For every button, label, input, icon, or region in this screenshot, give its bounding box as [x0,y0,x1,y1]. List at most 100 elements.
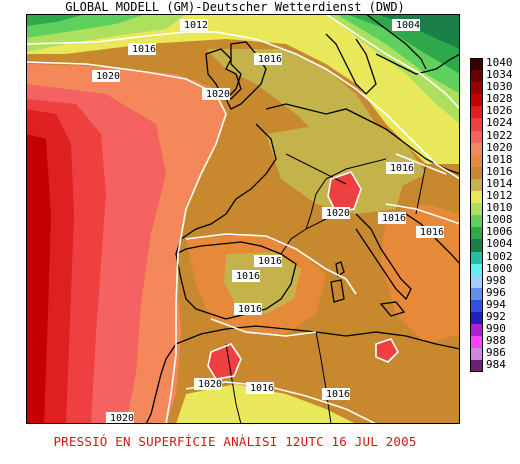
svg-text:1020: 1020 [110,413,134,424]
legend-item: 1026 [470,105,518,119]
svg-text:1016: 1016 [420,227,444,238]
legend-swatch [470,70,483,83]
legend-item: 1004 [470,237,518,252]
legend-item: 1010 [470,201,518,216]
pressure-field-1006 [26,14,86,26]
legend-swatch [470,203,483,216]
legend-label: 1018 [486,152,513,166]
legend-item: 1006 [470,225,518,240]
legend-label: 996 [486,285,506,299]
legend-label: 1010 [486,201,513,215]
legend-item: 1030 [470,81,518,95]
legend-label: 998 [486,273,506,287]
pressure-field-east-1018 [381,204,460,344]
legend-item: 988 [470,335,518,349]
legend-label: 1024 [486,116,513,130]
legend-item: 1008 [470,213,518,228]
legend-item: 1040 [470,56,518,71]
isobar-label: 1016 [416,226,444,238]
svg-text:1016: 1016 [238,304,262,315]
legend-item: 990 [470,322,518,337]
legend-label: 1014 [486,176,513,190]
legend-item: 998 [470,273,518,288]
pressure-field-1012 [26,14,460,164]
legend-item: 1020 [470,140,518,155]
legend-item: 996 [470,285,518,300]
isobar-label: 1004 [392,19,420,31]
legend-swatch [470,178,483,192]
legend-label: 1002 [486,249,513,263]
legend-label: 1000 [486,261,513,275]
svg-text:1020: 1020 [206,89,230,100]
pressure-field-1004-ne [376,14,460,49]
legend-label: 1008 [486,213,513,227]
legend-swatch [470,336,483,349]
map-caption: PRESSIÓ EN SUPERFÍCIE ANÀLISI 12UTC 16 J… [53,434,417,449]
legend-label: 1020 [486,140,513,154]
isobar-label: 1012 [180,19,208,31]
legend-swatch [470,311,483,325]
svg-text:1020: 1020 [96,71,120,82]
legend-item: 1034 [470,69,518,83]
legend-item: 1016 [470,164,518,179]
legend-label: 1040 [486,56,513,69]
legend-swatch [470,275,483,288]
svg-text:1016: 1016 [250,383,274,394]
legend-item: 1014 [470,176,518,192]
legend-swatch [470,82,483,95]
legend-swatch [470,299,483,312]
legend-label: 992 [486,309,506,323]
legend-item: 986 [470,347,518,361]
legend-swatch [470,227,483,240]
legend-label: 1016 [486,164,513,178]
isobar-label: 1016 [128,43,156,55]
svg-text:1020: 1020 [198,379,222,390]
legend-item: 1022 [470,129,518,143]
legend-swatch [470,154,483,167]
isobar-label: 1016 [234,303,262,315]
legend-item: 1002 [470,249,518,264]
legend-item: 984 [470,358,518,373]
legend-item: 994 [470,298,518,312]
pressure-field-central-1014 [266,124,406,214]
legend-swatch [470,191,483,204]
legend-swatch [470,263,483,276]
legend-swatch [470,324,483,337]
pressure-legend: 1040 1034 1030 1028 1026 1024 1022 1020 1018 1016… [470,56,518,373]
legend-label: 1012 [486,189,513,203]
legend-item: 1028 [470,92,518,107]
isobar-label: 1020 [194,378,222,390]
legend-label: 984 [486,358,506,372]
legend-item: 1018 [470,152,518,167]
isobar-label: 1016 [254,255,282,267]
legend-label: 990 [486,322,506,336]
isobar-label: 1020 [322,207,350,219]
map-title: GLOBAL MODELL (GM)-Deutscher Wetterdiens… [65,0,405,14]
pressure-field-africa-1018 [376,339,398,362]
svg-text:1004: 1004 [396,20,420,31]
pressure-field-africa-1020 [208,344,241,379]
legend-swatch [470,360,483,373]
legend-label: 1004 [486,237,513,251]
legend-swatch [470,58,483,71]
legend-label: 1006 [486,225,513,239]
svg-text:1016: 1016 [236,271,260,282]
svg-text:1016: 1016 [390,163,414,174]
pressure-field-1028 [26,134,51,424]
legend-swatch [470,142,483,155]
legend-label: 1028 [486,92,513,106]
coastlines [145,14,460,424]
svg-text:1012: 1012 [184,20,208,31]
isobar-label: 1016 [378,212,406,224]
legend-swatch [470,287,483,300]
isobar-label: 1016 [246,382,274,394]
legend-swatch [470,130,483,143]
legend-item: 1000 [470,261,518,276]
isobar-label: 1016 [386,162,414,174]
legend-swatch [470,215,483,228]
legend-swatch [470,348,483,361]
svg-text:1020: 1020 [326,208,350,219]
pressure-field-alps-1020 [328,172,361,212]
svg-text:1016: 1016 [382,213,406,224]
svg-text:1016: 1016 [326,389,350,400]
